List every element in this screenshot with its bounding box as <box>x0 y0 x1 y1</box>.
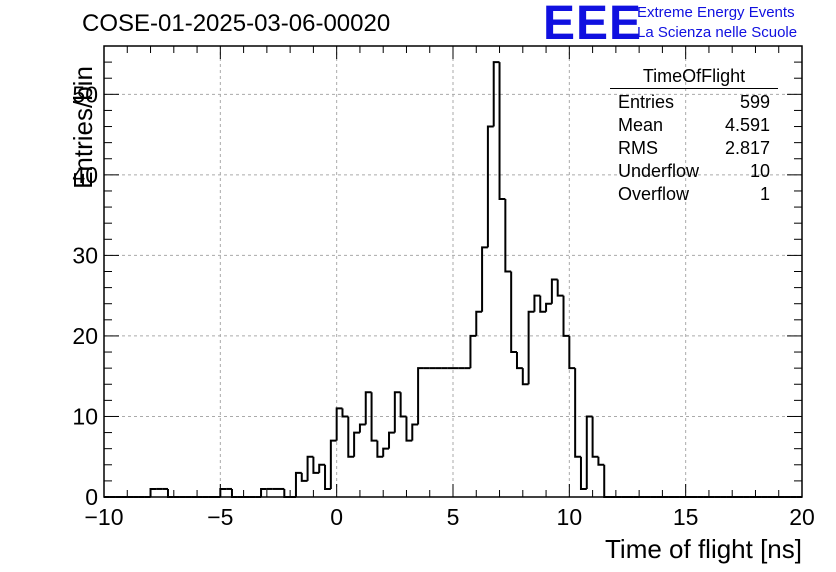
stats-title: TimeOfFlight <box>610 66 778 89</box>
y-tick-label: 30 <box>72 242 98 268</box>
histogram-bin <box>498 62 506 201</box>
histogram-bin <box>312 456 320 474</box>
histogram-bin <box>417 367 424 425</box>
stats-label: Overflow <box>618 184 690 204</box>
stats-value: 10 <box>749 161 770 181</box>
y-tick-label: 40 <box>72 162 98 188</box>
logo-line-2: La Scienza nelle Scuole <box>637 24 798 41</box>
stats-label: RMS <box>618 138 658 158</box>
histogram-bin <box>492 61 500 127</box>
stats-value: 4.591 <box>724 115 770 135</box>
histogram-bin <box>353 431 360 457</box>
histogram-bin <box>341 408 349 418</box>
histogram-bin <box>515 352 523 370</box>
histogram-bin <box>405 416 413 442</box>
histogram-bin <box>382 447 390 457</box>
y-tick-label: 20 <box>72 323 98 349</box>
stats-row-mean: Mean 4.591 <box>610 114 778 137</box>
histogram-bin <box>166 488 174 498</box>
histogram-bin <box>324 464 331 490</box>
stats-label: Underflow <box>618 161 700 181</box>
histogram-bin <box>562 295 570 337</box>
histogram-bin <box>335 407 343 441</box>
histogram-bin <box>521 368 529 386</box>
histogram-bin <box>603 464 611 498</box>
histogram-bin <box>283 488 291 498</box>
histogram-bin <box>393 391 401 433</box>
axis-ticks <box>103 45 803 498</box>
histogram-bin <box>411 423 419 441</box>
stats-box: TimeOfFlight Entries 599 Mean 4.591 RMS … <box>610 66 778 206</box>
y-tick-label: 0 <box>85 484 98 510</box>
histogram-bin <box>306 455 314 481</box>
histogram-bin <box>527 310 535 385</box>
histogram-bin <box>318 463 326 473</box>
axis-tick-labels: −10 −5 0 5 10 15 20 0 10 20 30 40 50 <box>72 81 814 530</box>
stats-row-underflow: Underflow 10 <box>610 160 778 183</box>
histogram-bin <box>399 392 407 418</box>
histogram-bin <box>347 416 355 458</box>
logo-line-1: Extreme Energy Events <box>637 4 795 21</box>
histogram-bin <box>364 391 372 425</box>
stats-row-entries: Entries 599 <box>610 91 778 114</box>
histogram-bin <box>329 439 337 489</box>
x-axis-label: Time of flight [ns] <box>605 534 802 564</box>
histogram-bin <box>475 310 483 336</box>
x-tick-label: −5 <box>207 504 233 530</box>
histogram-bin <box>579 456 587 490</box>
histogram-bin <box>597 456 605 466</box>
grid-lines <box>104 46 802 497</box>
stats-value: 599 <box>739 92 770 112</box>
histogram-bin <box>300 472 308 482</box>
histogram-bin <box>545 302 552 312</box>
chart-title: COSE-01-2025-03-06-00020 <box>82 10 391 37</box>
histogram-bin <box>550 278 558 304</box>
stats-value: 1 <box>759 184 770 204</box>
histogram-bin <box>556 279 564 297</box>
histogram-bin <box>388 431 395 449</box>
histogram-bin <box>260 487 267 497</box>
histogram-bin <box>568 335 576 370</box>
histogram-bin <box>533 294 541 312</box>
histogram-bin <box>149 487 157 497</box>
x-tick-label: 15 <box>673 504 699 530</box>
histogram-bin <box>486 125 494 248</box>
stats-row-overflow: Overflow 1 <box>610 183 778 206</box>
histogram-bin <box>358 423 366 433</box>
histogram-bin <box>469 334 477 369</box>
histogram-bin <box>376 440 384 458</box>
stats-label: Mean <box>618 115 664 135</box>
histogram-bin <box>294 471 302 497</box>
y-tick-label: 50 <box>72 81 98 107</box>
histogram-bin <box>370 392 378 442</box>
histogram-bin <box>591 416 599 458</box>
x-tick-label: 20 <box>789 504 815 530</box>
x-tick-label: 10 <box>557 504 583 530</box>
histogram-bin <box>230 488 238 498</box>
histogram-bin <box>219 487 227 497</box>
histogram-bin <box>539 295 547 313</box>
histogram-bin <box>585 415 593 489</box>
x-tick-label: −10 <box>84 504 123 530</box>
y-tick-label: 10 <box>72 403 98 429</box>
stats-row-rms: RMS 2.817 <box>610 137 778 160</box>
histogram-bin <box>510 271 517 354</box>
eee-logo: EEE <box>543 0 643 50</box>
x-tick-label: 5 <box>447 504 460 530</box>
x-tick-label: 0 <box>330 504 343 530</box>
stats-label: Entries <box>618 92 675 112</box>
histogram-bin <box>481 246 488 312</box>
stats-value: 2.817 <box>724 138 770 158</box>
y-axis-label: Entries/bin <box>67 66 98 189</box>
histogram-bin <box>574 368 581 458</box>
histogram-bin <box>504 199 512 273</box>
